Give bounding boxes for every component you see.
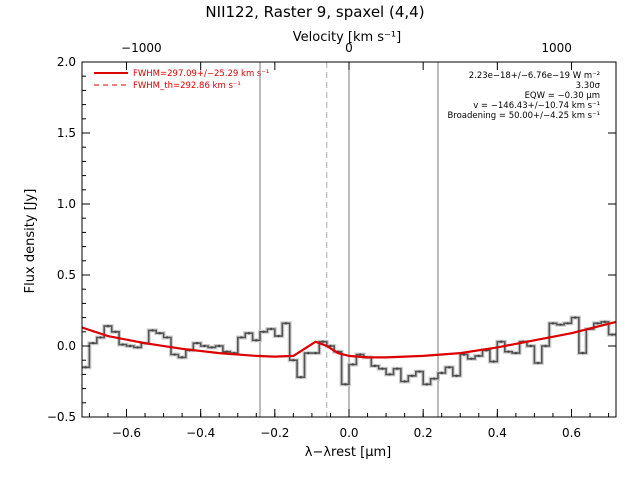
- data-point: [611, 333, 614, 336]
- data-point: [499, 340, 503, 343]
- y-tick-label: 0.5: [57, 268, 76, 282]
- data-point: [307, 351, 310, 355]
- data-point: [225, 350, 228, 353]
- y-axis-label: Flux density [Jy]: [23, 189, 38, 294]
- top-tick-label: −1000: [121, 41, 162, 55]
- data-point: [529, 344, 532, 348]
- data-point: [136, 346, 139, 349]
- data-point: [292, 359, 295, 362]
- data-point: [536, 361, 540, 365]
- data-point: [447, 366, 451, 369]
- x-tick-label: −0.2: [260, 426, 289, 440]
- data-point: [373, 364, 377, 368]
- data-point: [99, 336, 102, 339]
- data-point: [410, 374, 414, 378]
- data-point: [403, 380, 406, 383]
- legend: FWHM=297.09+/−25.29 km s⁻¹ FWHM_th=292.86…: [94, 69, 269, 91]
- data-point: [603, 320, 607, 324]
- data-point: [566, 322, 569, 325]
- data-point: [262, 330, 265, 333]
- data-point: [462, 353, 466, 356]
- data-point: [514, 351, 518, 355]
- data-point: [351, 363, 354, 366]
- chart-title: NII122, Raster 9, spaxel (4,4): [205, 3, 424, 21]
- top-tick-label: 1000: [541, 41, 572, 55]
- data-step-series: [82, 316, 616, 386]
- annotation-text: Broadening = 50.00+/−4.25 km s⁻¹: [447, 111, 600, 121]
- data-point: [121, 343, 124, 346]
- annotation-text: EQW = −0.30 μm: [525, 91, 600, 101]
- x-tick-label: −0.4: [186, 426, 215, 440]
- data-point: [596, 322, 599, 325]
- data-point: [388, 373, 391, 376]
- data-point: [358, 353, 362, 356]
- top-tick-label: 0: [345, 41, 353, 55]
- data-point: [581, 351, 584, 355]
- data-point: [106, 324, 110, 328]
- data-point: [255, 339, 258, 342]
- x-axis-label: λ−λrest [μm]: [305, 445, 391, 460]
- data-point: [218, 344, 221, 348]
- annotation-text: 3.30σ: [576, 81, 601, 91]
- data-point: [299, 376, 302, 379]
- top-axis-label: Velocity [km s⁻¹]: [293, 30, 401, 45]
- x-tick-label: 0.4: [488, 426, 507, 440]
- x-tick-label: 0.0: [339, 426, 358, 440]
- data-point: [329, 344, 332, 348]
- data-point: [195, 341, 199, 345]
- y-tick-label: 1.5: [57, 126, 76, 140]
- data-point: [158, 332, 162, 335]
- data-point: [425, 383, 429, 386]
- data-point: [470, 357, 473, 360]
- data-point: [203, 344, 206, 348]
- legend-label: FWHM_th=292.86 km s⁻¹: [133, 81, 241, 91]
- data-point: [210, 346, 213, 349]
- series-layer: [81, 315, 617, 387]
- x-tick-label: 0.2: [414, 426, 433, 440]
- y-tick-label: 0.0: [57, 339, 76, 353]
- data-point: [180, 356, 184, 359]
- data-point: [166, 336, 169, 339]
- data-point: [396, 367, 399, 370]
- x-tick-label: 0.6: [562, 426, 581, 440]
- data-point: [151, 329, 154, 332]
- y-tick-label: 1.0: [57, 197, 76, 211]
- data-point: [173, 353, 176, 356]
- data-point: [477, 354, 480, 358]
- x-tick-label: −0.6: [112, 426, 141, 440]
- data-point: [277, 334, 280, 338]
- y-tick-label: −0.5: [47, 410, 76, 424]
- legend-label: FWHM=297.09+/−25.29 km s⁻¹: [133, 69, 269, 79]
- data-point: [284, 322, 288, 325]
- data-point: [433, 377, 436, 380]
- data-point: [551, 322, 555, 325]
- data-point: [314, 351, 317, 355]
- data-point: [129, 344, 132, 348]
- data-point: [574, 316, 577, 319]
- data-point: [91, 341, 95, 345]
- data-point: [544, 344, 547, 348]
- data-point: [381, 367, 384, 370]
- data-point: [492, 360, 495, 363]
- data-point: [559, 323, 562, 326]
- data-point: [269, 327, 273, 331]
- data-point: [507, 350, 510, 353]
- data-point: [455, 374, 458, 378]
- data-point: [344, 383, 347, 386]
- data-point: [440, 371, 443, 375]
- axes: −0.6 −0.4 −0.2 0.0 0.2 0.4 0.6 −0.5 0.0 0.5 1.0 1.5…: [47, 41, 617, 440]
- vertical-lines: [259, 62, 439, 417]
- annotation-text: 2.23e−18+/−6.76e−19 W m⁻²: [469, 71, 600, 81]
- data-point: [321, 340, 325, 343]
- data-point: [418, 370, 421, 373]
- data-point: [114, 330, 117, 333]
- data-point: [240, 336, 243, 339]
- data-point: [84, 366, 87, 369]
- y-tick-label: 2.0: [57, 55, 76, 69]
- annotation-text: v = −146.43+/−10.74 km s⁻¹: [473, 101, 600, 111]
- data-point: [247, 332, 251, 335]
- fit-line: [81, 320, 617, 359]
